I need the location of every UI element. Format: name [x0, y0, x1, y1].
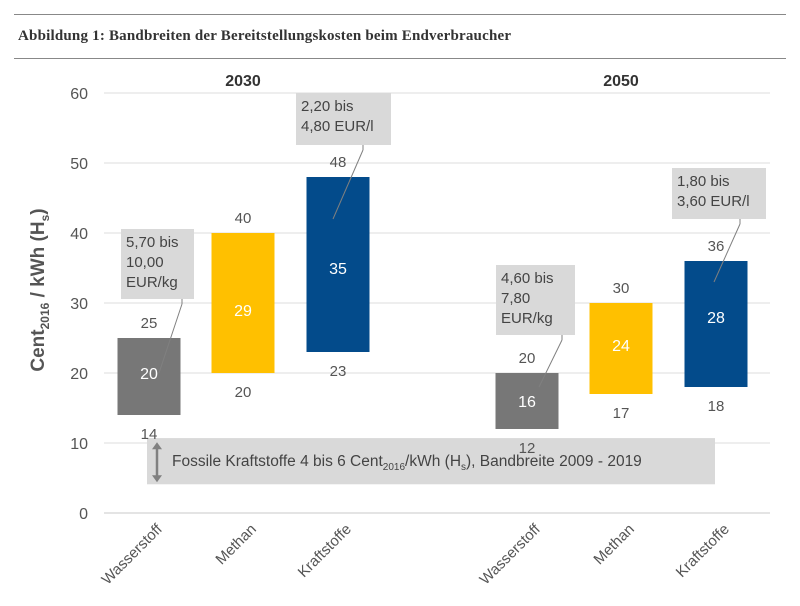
- y-tick-label: 20: [70, 366, 88, 383]
- mid-value-label: 35: [329, 261, 347, 278]
- range-bar: [306, 177, 370, 352]
- range-bar: [589, 303, 653, 394]
- y-axis-label-sub: 2016: [38, 302, 52, 329]
- low-value-label: 23: [330, 363, 347, 380]
- mid-value-label: 16: [518, 394, 536, 411]
- low-value-label: 12: [519, 440, 536, 457]
- high-value-label: 36: [708, 238, 725, 255]
- caption-rule: [14, 58, 786, 59]
- y-axis-label-main: Cent: [28, 329, 49, 372]
- y-tick-label: 60: [70, 86, 88, 103]
- range-bar: [211, 233, 275, 373]
- range-bar: [495, 373, 559, 429]
- callout-text-line: 10,00: [126, 254, 164, 271]
- x-category-label: Wasserstoff: [476, 520, 544, 588]
- y-tick-label: 10: [70, 436, 88, 453]
- callout-box: [496, 265, 575, 335]
- x-category-label: Methan: [212, 521, 259, 568]
- callout-text-line: 3,60 EUR/l: [677, 193, 750, 210]
- x-category-label: Methan: [590, 521, 637, 568]
- callout-text-line: EUR/kg: [501, 310, 553, 327]
- figure-caption: Abbildung 1: Bandbreiten der Bereitstell…: [18, 28, 512, 44]
- high-value-label: 20: [519, 350, 536, 367]
- callout-text-line: 5,70 bis: [126, 234, 179, 251]
- range-bar: [684, 261, 748, 387]
- callouts: 5,70 bis 10,00 EUR/kg 2,20 bis 4,80 EUR/l 4,6…: [121, 93, 766, 388]
- callout-leader: [332, 149, 364, 220]
- callout-leader: [713, 223, 741, 283]
- callout-text-line: 2,20 bis: [301, 98, 354, 115]
- y-axis-label-end: ): [28, 208, 49, 214]
- callout-text-line: 7,80: [501, 290, 530, 307]
- mid-value-label: 24: [612, 338, 630, 355]
- low-value-label: 20: [235, 384, 252, 401]
- y-axis-label: Cent2016 / kWh (Hs): [28, 208, 52, 371]
- x-axis: Wasserstoff Methan Kraftstoffe Wasserstoff M…: [98, 520, 732, 588]
- y-axis: 0 10 20 30 40 50 60: [70, 86, 88, 523]
- low-value-label: 14: [141, 426, 158, 443]
- y-tick-label: 30: [70, 296, 88, 313]
- group-title: 2050: [603, 73, 639, 90]
- callout-text-line: 1,80 bis: [677, 173, 730, 190]
- y-axis-label-rest: / kWh (H: [28, 221, 49, 302]
- top-rule: [14, 14, 786, 15]
- fossil-band-box: [147, 438, 715, 485]
- mid-value-label: 20: [140, 366, 158, 383]
- callout-text-line: 4,80 EUR/l: [301, 118, 374, 135]
- low-value-label: 17: [613, 405, 630, 422]
- group-title: 2030: [225, 73, 261, 90]
- low-value-label: 18: [708, 398, 725, 415]
- mid-value-label: 28: [707, 310, 725, 327]
- callout-leader: [538, 339, 563, 388]
- callout-box: [672, 168, 766, 219]
- y-tick-label: 50: [70, 156, 88, 173]
- range-bar: [117, 338, 181, 415]
- y-tick-label: 0: [79, 506, 88, 523]
- fossil-band: Fossile Kraftstoffe 4 bis 6 Cent2016/kWh…: [147, 438, 715, 485]
- high-value-label: 40: [235, 210, 252, 227]
- high-value-label: 30: [613, 280, 630, 297]
- high-value-label: 48: [330, 154, 347, 171]
- arrow-down-icon: [152, 475, 162, 483]
- bars: 2030 25 14 20 40 20 29 48 23 35 2050 20 12 16 30 17 24 36…: [117, 73, 748, 457]
- callout-text-line: EUR/kg: [126, 274, 178, 291]
- fossil-band-text: Fossile Kraftstoffe 4 bis 6 Cent2016/kWh…: [172, 453, 642, 473]
- x-category-label: Wasserstoff: [98, 520, 166, 588]
- y-axis-label-sub2: s: [38, 214, 52, 221]
- callout-text-line: 4,60 bis: [501, 270, 554, 287]
- mid-value-label: 29: [234, 303, 252, 320]
- callout-box: [296, 93, 391, 145]
- callout-box: [121, 229, 194, 299]
- high-value-label: 25: [141, 315, 158, 332]
- arrow-up-icon: [152, 442, 162, 450]
- x-category-label: Kraftstoffe: [673, 521, 733, 581]
- y-tick-label: 40: [70, 226, 88, 243]
- callout-leader: [158, 303, 183, 374]
- x-category-label: Kraftstoffe: [295, 521, 355, 581]
